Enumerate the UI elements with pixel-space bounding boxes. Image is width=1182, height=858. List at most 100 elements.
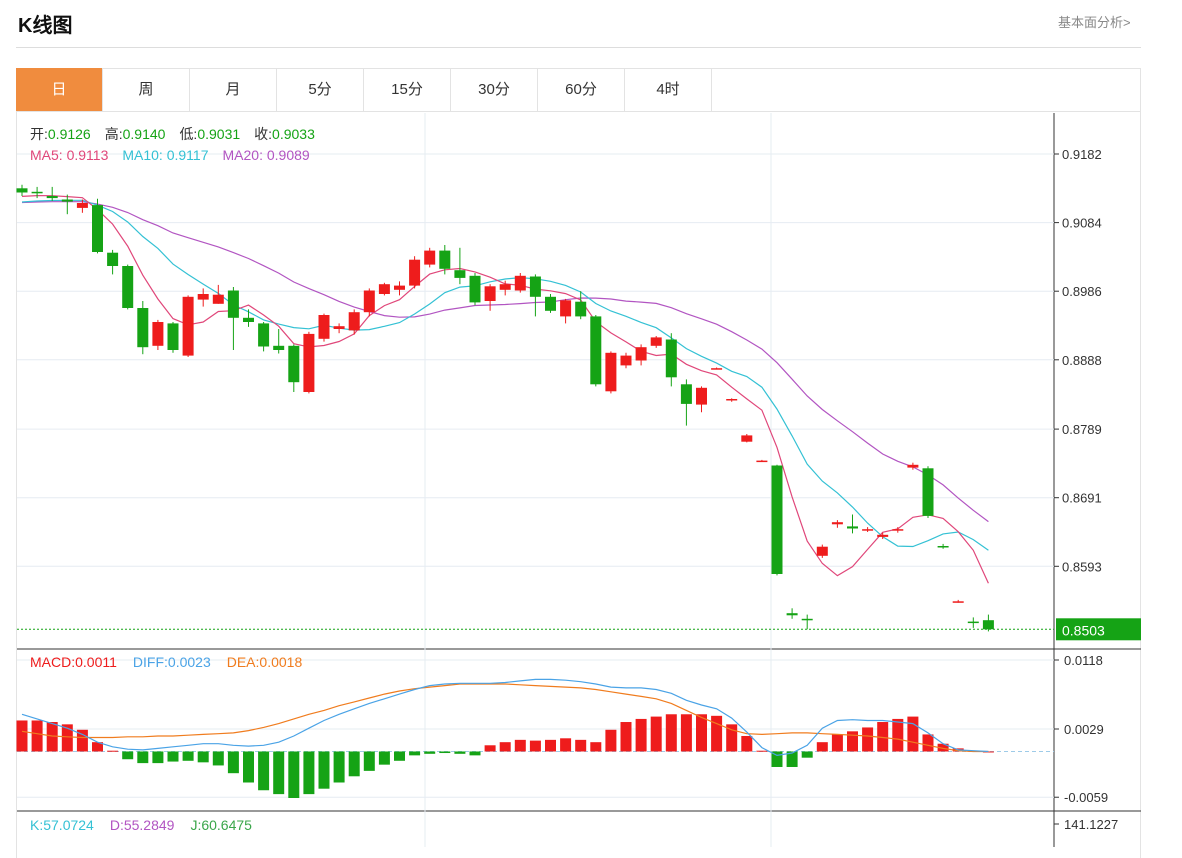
ma10-line: [21, 199, 989, 551]
macd-bar: [816, 742, 828, 752]
kdj-legend: K:57.0724 D:55.2849 J:60.6475: [30, 817, 252, 833]
candle-body: [31, 191, 43, 194]
candle-body: [152, 322, 164, 346]
candle-body: [363, 290, 375, 313]
candle-body: [816, 546, 828, 556]
macd-bar: [318, 751, 330, 789]
macd-tick-label: -0.0059: [1064, 790, 1108, 805]
macd-bar: [137, 751, 149, 764]
candle-body: [182, 296, 194, 356]
candle-body: [952, 601, 964, 603]
ma20-value: 0.9089: [266, 147, 310, 163]
macd-bar: [801, 751, 813, 758]
ma20-label: MA20:: [222, 147, 263, 163]
macd-bar: [243, 751, 254, 783]
macd-tick-label: 0.0118: [1064, 653, 1103, 668]
dea-label: DEA:: [226, 654, 260, 670]
candle-body: [258, 323, 270, 347]
ma5-line: [21, 194, 989, 584]
tab-5min[interactable]: 5分: [277, 68, 364, 111]
tab-week[interactable]: 周: [103, 68, 190, 111]
candle-body: [635, 347, 647, 361]
macd-bar: [862, 727, 874, 752]
macd-bar: [937, 743, 949, 752]
candle-body: [122, 266, 134, 308]
macd-bar: [469, 751, 481, 756]
diff-line: [21, 678, 989, 757]
candle-body: [590, 316, 602, 385]
macd-bar: [711, 715, 723, 752]
macd-bar: [529, 740, 541, 752]
tab-15min[interactable]: 15分: [364, 68, 451, 111]
macd-bar: [409, 751, 421, 756]
candle-body: [469, 275, 481, 303]
macd-bar: [167, 751, 179, 762]
macd-bar: [605, 729, 617, 752]
price-tick-label: 0.9182: [1062, 147, 1102, 162]
candle-body: [620, 355, 632, 366]
dea-value: 0.0018: [259, 654, 303, 670]
candle-body: [288, 345, 300, 383]
tab-day[interactable]: 日: [16, 68, 103, 111]
low-value: 0.9031: [197, 126, 241, 142]
macd-bar: [92, 742, 103, 752]
candle-body: [560, 300, 572, 317]
macd-bar: [424, 751, 436, 754]
tab-4hour[interactable]: 4时: [625, 68, 712, 111]
candle-body: [892, 529, 904, 531]
candle-body: [726, 399, 738, 401]
candle-body: [756, 460, 768, 463]
fundamental-analysis-link[interactable]: 基本面分析>: [1058, 15, 1131, 30]
candle-body: [982, 620, 994, 630]
ohlc-legend: 开:0.9126 高:0.9140 低:0.9031 收:0.9033: [30, 124, 315, 144]
macd-bar: [152, 751, 164, 764]
candle-body: [514, 275, 526, 291]
macd-bar: [696, 714, 707, 752]
candle-body: [212, 294, 224, 304]
candle-body: [333, 326, 345, 329]
j-value: 60.6475: [201, 817, 252, 833]
candle-body: [439, 250, 451, 269]
macd-bar: [61, 724, 73, 752]
candle-body: [967, 621, 979, 624]
candle-body: [409, 259, 421, 286]
candle-body: [786, 613, 798, 616]
macd-bar: [273, 751, 285, 795]
candle-body: [167, 323, 179, 350]
candle-body: [877, 534, 889, 537]
candle-body: [227, 290, 239, 318]
macd-bar: [922, 734, 934, 752]
page-title: K线图: [18, 15, 73, 37]
current-price-label: 0.8503: [1062, 622, 1105, 638]
tab-30min[interactable]: 30分: [451, 68, 538, 111]
close-label: 收:: [254, 126, 273, 142]
tab-60min[interactable]: 60分: [538, 68, 625, 111]
price-tick-label: 0.8593: [1062, 559, 1102, 574]
tab-month[interactable]: 月: [190, 68, 277, 111]
macd-bar: [831, 734, 843, 752]
macd-bar: [545, 739, 556, 752]
macd-bar: [439, 751, 451, 754]
high-label: 高:: [104, 126, 123, 142]
macd-bar: [31, 720, 43, 752]
macd-bar: [46, 722, 58, 752]
candle-body: [605, 352, 617, 392]
candle-body: [665, 339, 677, 378]
j-label: J:: [190, 817, 202, 833]
macd-bar: [394, 751, 405, 761]
candle-body: [92, 205, 103, 252]
candle-body: [318, 315, 330, 339]
macd-bar: [363, 751, 375, 771]
candle-body: [378, 284, 390, 294]
macd-bar: [635, 718, 647, 752]
price-tick-label: 0.9084: [1062, 216, 1102, 231]
macd-bar: [122, 751, 134, 760]
macd-bar: [348, 751, 360, 777]
ma10-label: MA10:: [122, 147, 163, 163]
ma20-line: [21, 201, 989, 523]
candle-body: [937, 546, 949, 548]
macd-bar: [680, 714, 692, 752]
low-label: 低:: [179, 126, 198, 142]
candle-body: [741, 435, 753, 442]
